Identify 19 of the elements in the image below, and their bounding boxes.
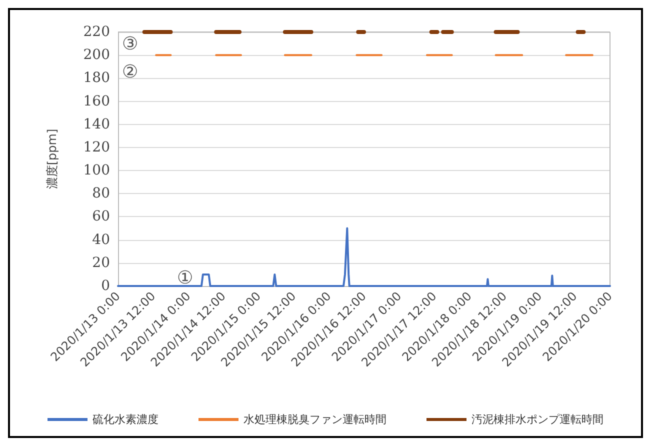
y-tick-label: 100 (83, 162, 110, 179)
legend-label: 硫化水素濃度 (92, 413, 158, 426)
y-tick-label: 0 (101, 278, 110, 294)
y-tick-label: 60 (92, 208, 110, 225)
annotation: ② (122, 62, 138, 82)
y-tick-label: 220 (83, 24, 110, 40)
y-tick-label: 80 (92, 186, 110, 202)
legend-label: 汚泥棟排水ポンプ運転時間 (472, 413, 604, 426)
y-tick-label: 120 (83, 139, 110, 156)
y-tick-label: 180 (83, 70, 110, 86)
y-tick-label: 200 (83, 47, 110, 64)
annotation: ③ (122, 34, 138, 54)
y-tick-label: 20 (92, 254, 110, 271)
legend-label: 水処理棟脱臭ファン運転時間 (244, 413, 386, 426)
y-tick-label: 160 (83, 93, 110, 110)
y-axis-title: 濃度[ppm] (45, 128, 59, 190)
y-tick-label: 40 (92, 232, 110, 248)
y-tick-label: 140 (83, 116, 110, 132)
annotation: ① (176, 268, 194, 288)
